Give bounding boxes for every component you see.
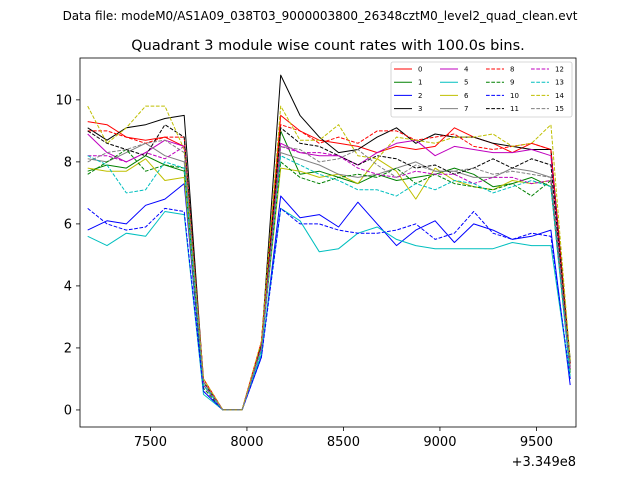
x-tick-label: 8000 bbox=[230, 435, 263, 450]
legend-label: 0 bbox=[418, 66, 422, 74]
series-line-5 bbox=[87, 207, 571, 411]
series-line-12 bbox=[87, 145, 571, 411]
legend-label: 1 bbox=[418, 79, 422, 87]
series-line-8 bbox=[87, 124, 571, 411]
x-tick-label: 9000 bbox=[423, 435, 456, 450]
y-tick-label: 2 bbox=[64, 341, 72, 356]
legend-label: 5 bbox=[464, 79, 468, 87]
y-tick-label: 6 bbox=[64, 217, 72, 232]
legend-label: 12 bbox=[555, 66, 564, 74]
y-tick-label: 4 bbox=[64, 279, 72, 294]
series-line-11 bbox=[87, 124, 571, 411]
x-tick-label: 7500 bbox=[134, 435, 167, 450]
axes-frame bbox=[79, 57, 577, 428]
x-tick-label: 8500 bbox=[327, 435, 360, 450]
series-line-9 bbox=[87, 149, 571, 411]
legend-label: 11 bbox=[510, 105, 519, 113]
series-line-14 bbox=[87, 105, 571, 411]
suptitle: Data file: modeM0/AS1A09_038T03_90000038… bbox=[63, 9, 578, 23]
legend-label: 14 bbox=[555, 92, 564, 100]
legend-label: 13 bbox=[555, 79, 564, 87]
series-line-3 bbox=[87, 74, 571, 411]
series-line-7 bbox=[87, 142, 571, 411]
legend-label: 8 bbox=[510, 66, 514, 74]
series-line-15 bbox=[87, 139, 571, 411]
series-line-0 bbox=[87, 114, 571, 411]
legend-label: 9 bbox=[510, 79, 514, 87]
legend-label: 15 bbox=[555, 105, 564, 113]
y-axis: 0 2 4 6 8 10 bbox=[55, 93, 80, 418]
legend-label: 3 bbox=[418, 105, 422, 113]
legend-label: 10 bbox=[510, 92, 519, 100]
y-tick-label: 0 bbox=[64, 403, 72, 418]
legend-label: 7 bbox=[464, 105, 468, 113]
series-line-10 bbox=[87, 207, 571, 411]
series-line-4 bbox=[87, 133, 571, 411]
legend-label: 6 bbox=[464, 92, 469, 100]
series-line-13 bbox=[87, 155, 571, 411]
series-line-1 bbox=[87, 130, 571, 411]
legend-label: 2 bbox=[418, 92, 422, 100]
y-tick-label: 10 bbox=[55, 93, 72, 108]
x-tick-label: 9500 bbox=[520, 435, 553, 450]
legend-label: 4 bbox=[464, 66, 469, 74]
x-offset-label: +3.349e8 bbox=[512, 455, 576, 470]
series-line-6 bbox=[87, 158, 571, 411]
chart-title: Quadrant 3 module wise count rates with … bbox=[131, 38, 525, 54]
legend-box bbox=[390, 61, 573, 118]
y-tick-label: 8 bbox=[64, 155, 72, 170]
series-layer bbox=[87, 74, 571, 411]
x-axis: 7500 8000 8500 9000 9500 bbox=[134, 427, 553, 450]
